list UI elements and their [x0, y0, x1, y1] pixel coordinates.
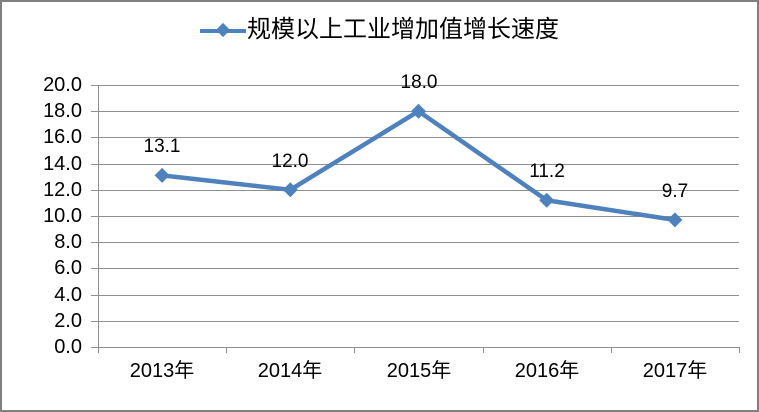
data-label: 9.7: [661, 181, 689, 202]
series-line: [159, 108, 678, 223]
y-tick-label: 18.0: [43, 100, 82, 122]
x-tick-label: 2013年: [129, 360, 195, 382]
data-point-marker: [667, 212, 683, 228]
y-tick-label: 14.0: [43, 153, 82, 175]
data-label: 18.0: [400, 72, 438, 93]
x-tick-label: 2016年: [514, 360, 580, 382]
y-tick-label: 6.0: [54, 257, 82, 279]
data-point-marker: [411, 103, 426, 119]
chart-legend: 规模以上工业增加值增长速度: [2, 16, 757, 44]
y-tick-label: 4.0: [54, 284, 82, 306]
y-tick-label: 12.0: [43, 179, 82, 201]
data-label: 12.0: [271, 151, 309, 172]
y-tick-label: 8.0: [54, 231, 82, 253]
data-point-marker: [539, 192, 555, 208]
data-label: 13.1: [143, 136, 181, 157]
y-tick-label: 20.0: [43, 74, 82, 96]
y-tick-label: 0.0: [54, 336, 82, 358]
x-tick-label: 2017年: [642, 360, 708, 382]
x-tick-label: 2015年: [386, 360, 452, 382]
legend-line-diamond-icon: [200, 22, 246, 38]
x-tick-label: 2014年: [257, 360, 323, 382]
y-tick-label: 2.0: [54, 310, 82, 332]
y-tick-label: 10.0: [43, 205, 82, 227]
data-point-marker: [282, 182, 298, 198]
y-tick-label: 16.0: [43, 126, 82, 148]
data-label: 11.2: [529, 161, 565, 182]
data-point-marker: [154, 167, 170, 183]
legend-series-label: 规模以上工业增加值增长速度: [247, 16, 559, 43]
